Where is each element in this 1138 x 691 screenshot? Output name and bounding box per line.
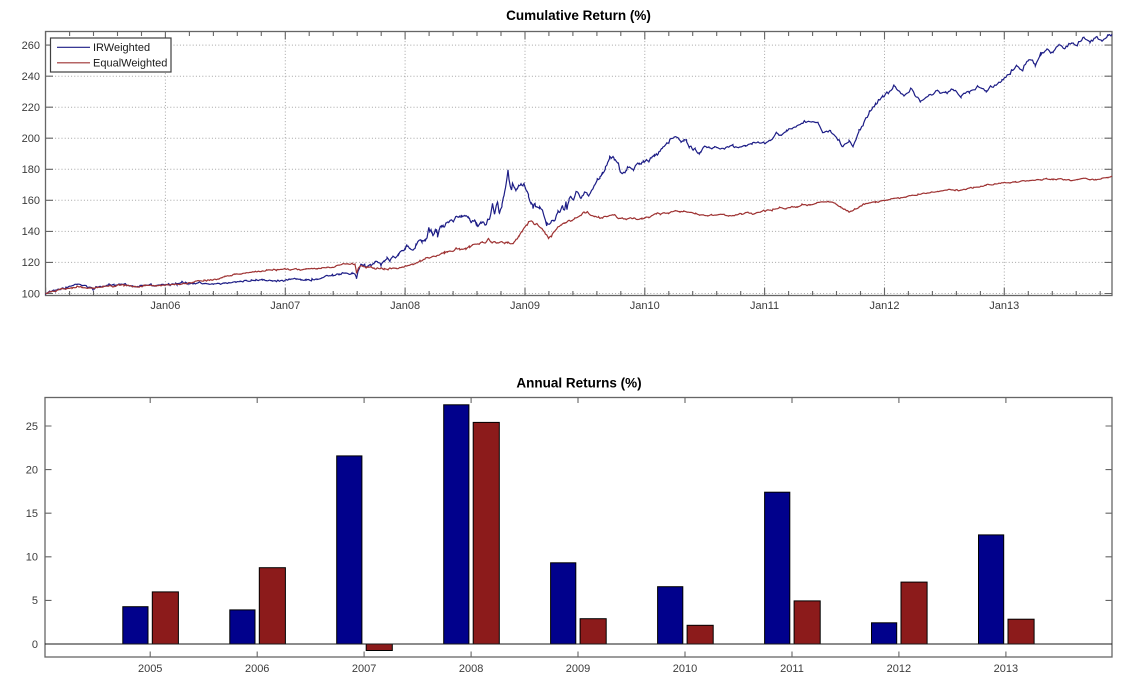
svg-text:Jan10: Jan10: [630, 300, 660, 312]
svg-text:2011: 2011: [780, 663, 804, 675]
svg-text:0: 0: [32, 639, 38, 651]
svg-text:100: 100: [22, 288, 40, 300]
svg-text:10: 10: [26, 552, 38, 564]
svg-text:240: 240: [22, 71, 40, 83]
svg-text:2005: 2005: [138, 663, 162, 675]
svg-text:5: 5: [32, 595, 38, 607]
svg-text:160: 160: [22, 195, 40, 207]
svg-text:Jan09: Jan09: [510, 300, 540, 312]
svg-text:220: 220: [22, 102, 40, 114]
svg-text:200: 200: [22, 133, 40, 145]
svg-text:15: 15: [26, 508, 38, 520]
svg-text:Cumulative Return (%): Cumulative Return (%): [506, 8, 651, 23]
svg-text:Jan12: Jan12: [870, 300, 900, 312]
svg-text:260: 260: [22, 40, 40, 52]
svg-text:EqualWeighted: EqualWeighted: [93, 58, 167, 70]
svg-text:2010: 2010: [673, 663, 697, 675]
svg-text:2012: 2012: [887, 663, 911, 675]
svg-text:Jan07: Jan07: [270, 300, 300, 312]
svg-text:Jan11: Jan11: [750, 300, 779, 312]
svg-text:Jan08: Jan08: [390, 300, 420, 312]
svg-text:20: 20: [26, 464, 38, 476]
svg-text:2006: 2006: [245, 663, 269, 675]
svg-text:2007: 2007: [352, 663, 376, 675]
svg-text:25: 25: [26, 421, 38, 433]
svg-text:IRWeighted: IRWeighted: [93, 42, 150, 54]
svg-text:Jan06: Jan06: [150, 300, 180, 312]
svg-text:180: 180: [22, 164, 40, 176]
svg-text:140: 140: [22, 226, 40, 238]
svg-text:2013: 2013: [994, 663, 1018, 675]
svg-text:Annual Returns (%): Annual Returns (%): [516, 376, 641, 391]
svg-text:120: 120: [22, 257, 40, 269]
svg-text:2008: 2008: [459, 663, 483, 675]
svg-text:2009: 2009: [566, 663, 590, 675]
svg-text:Jan13: Jan13: [989, 300, 1019, 312]
